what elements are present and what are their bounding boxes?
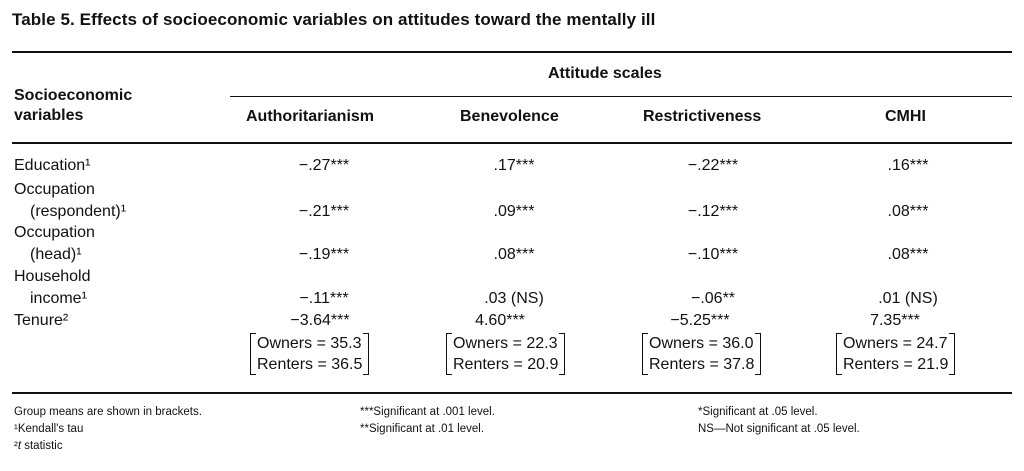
spanner-rule [230, 96, 1012, 97]
row-label-occupation-respondent-1: Occupation [14, 181, 95, 198]
cell-education-restrictiveness: −.22*** [687, 157, 739, 174]
cell-occ-resp-restrictiveness: −.12*** [687, 203, 739, 220]
note-kendall-mark: ¹ [14, 423, 18, 435]
renters-mean: Renters = 36.5 [257, 356, 363, 373]
stub-heading-line1: Socioeconomic [14, 87, 133, 104]
spanner-heading: Attitude scales [548, 65, 662, 82]
note-sig-01: **Significant at .01 level. [360, 423, 485, 435]
owners-mean: Owners = 35.3 [257, 335, 362, 352]
row-label-household-income-2: income¹ [30, 290, 87, 307]
cell-occ-resp-benevolence: .09*** [493, 203, 535, 220]
bottom-rule [12, 392, 1012, 394]
note-kendall: ¹Kendall's tau [14, 423, 83, 435]
cell-education-authoritarianism: −.27*** [298, 157, 350, 174]
row-label-occupation-head-1: Occupation [14, 224, 95, 241]
note-t-statistic: ²t statistic [14, 440, 63, 452]
renters-mean: Renters = 37.8 [649, 356, 755, 373]
group-means-cmhi: Owners = 24.7 Renters = 21.9 [836, 333, 956, 375]
group-means-benevolence: Owners = 22.3 Renters = 20.9 [446, 333, 566, 375]
cell-tenure-authoritarianism: −3.64*** [290, 312, 350, 329]
header-rule [12, 142, 1012, 144]
owners-mean: Owners = 22.3 [453, 335, 558, 352]
note-ns: NS—Not significant at .05 level. [698, 423, 860, 435]
top-rule [12, 51, 1012, 53]
cell-income-restrictiveness: −.06** [690, 290, 736, 307]
cell-tenure-cmhi: 7.35*** [870, 312, 920, 329]
table-title: Table 5. Effects of socioeconomic variab… [12, 10, 656, 29]
note-t-var: t [17, 440, 22, 452]
row-label-occupation-respondent-2: (respondent)¹ [30, 203, 127, 220]
stub-heading-line2: variables [14, 107, 84, 124]
cell-income-benevolence: .03 (NS) [484, 290, 544, 307]
cell-tenure-benevolence: 4.60*** [475, 312, 525, 329]
note-kendall-text: Kendall's tau [17, 423, 84, 435]
col-header-restrictiveness: Restrictiveness [643, 108, 762, 125]
note-sig-001: ***Significant at .001 level. [360, 406, 495, 418]
cell-occ-resp-authoritarianism: −.21*** [298, 203, 350, 220]
note-group-means: Group means are shown in brackets. [14, 406, 202, 418]
cell-occ-head-authoritarianism: −.19*** [298, 246, 350, 263]
col-header-cmhi: CMHI [885, 108, 926, 125]
col-header-authoritarianism: Authoritarianism [246, 108, 375, 125]
renters-mean: Renters = 21.9 [843, 356, 949, 373]
owners-mean: Owners = 24.7 [843, 335, 948, 352]
col-header-benevolence: Benevolence [460, 108, 559, 125]
cell-occ-head-benevolence: .08*** [493, 246, 535, 263]
cell-occ-resp-cmhi: .08*** [887, 203, 929, 220]
row-label-occupation-head-2: (head)¹ [30, 246, 82, 263]
row-label-education: Education¹ [14, 157, 91, 174]
cell-education-benevolence: .17*** [493, 157, 535, 174]
group-means-authoritarianism: Owners = 35.3 Renters = 36.5 [250, 333, 370, 375]
note-t-mark: ² [14, 440, 18, 452]
cell-income-authoritarianism: −.11*** [299, 290, 349, 307]
note-sig-05: *Significant at .05 level. [698, 406, 818, 418]
row-label-household-income-1: Household [14, 268, 91, 285]
row-label-tenure: Tenure² [14, 312, 69, 329]
cell-education-cmhi: .16*** [887, 157, 929, 174]
owners-mean: Owners = 36.0 [649, 335, 754, 352]
renters-mean: Renters = 20.9 [453, 356, 559, 373]
note-t-rest: statistic [21, 440, 63, 452]
cell-tenure-restrictiveness: −5.25*** [670, 312, 730, 329]
cell-occ-head-cmhi: .08*** [887, 246, 929, 263]
cell-occ-head-restrictiveness: −.10*** [687, 246, 739, 263]
cell-income-cmhi: .01 (NS) [878, 290, 938, 307]
group-means-restrictiveness: Owners = 36.0 Renters = 37.8 [642, 333, 762, 375]
